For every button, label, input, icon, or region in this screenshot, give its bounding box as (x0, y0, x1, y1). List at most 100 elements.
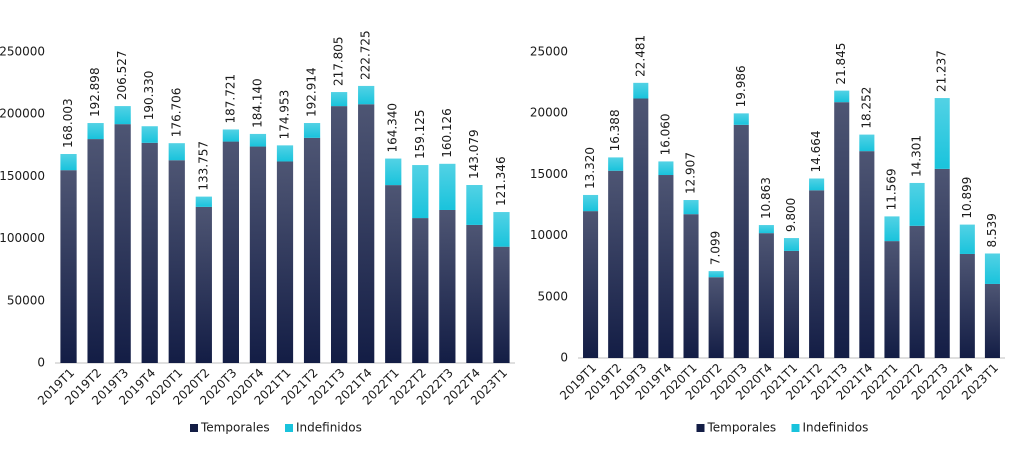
bar-segment (633, 82, 649, 99)
total-label: 143.079 (467, 129, 481, 179)
total-label: 18.252 (859, 87, 873, 129)
bar-segment (708, 271, 724, 278)
bar-segment (331, 92, 348, 107)
bar-segment (834, 102, 850, 359)
bar-segment (87, 139, 104, 363)
bar-segment (608, 157, 624, 171)
bar-segment (222, 129, 239, 142)
bar-segment (909, 225, 925, 358)
bar-segment (358, 104, 375, 364)
y-tick-label: 15000 (530, 167, 568, 181)
total-label: 168.003 (61, 98, 75, 148)
bar-segment (466, 185, 483, 225)
legend-label: Temporales (707, 421, 777, 435)
total-label: 174.953 (278, 90, 292, 140)
bar-segment (114, 124, 131, 363)
y-tick-label: 0 (37, 356, 45, 370)
bar-segment (439, 209, 456, 363)
bar-segment (884, 241, 900, 358)
legend-swatch (696, 424, 705, 432)
total-label: 16.060 (658, 113, 672, 155)
bar-segment (249, 133, 267, 147)
bar-segment (358, 85, 375, 105)
total-label: 159.125 (413, 109, 427, 159)
bar-segment (959, 253, 975, 358)
bar-segment (783, 250, 800, 358)
legend-label: Indefinidos (296, 421, 362, 435)
total-label: 121.346 (494, 156, 508, 206)
bar-segment (809, 190, 825, 358)
total-label: 22.481 (633, 35, 647, 77)
total-label: 187.721 (223, 74, 237, 124)
y-tick-label: 10000 (530, 228, 568, 242)
legend-swatch (190, 424, 198, 432)
bar-segment (249, 146, 267, 363)
bar-segment (331, 106, 348, 363)
total-label: 21.237 (935, 50, 949, 92)
total-label: 8.539 (985, 213, 999, 247)
bar-segment (934, 98, 950, 169)
y-tick-label: 200000 (0, 107, 45, 121)
bar-segment (658, 161, 674, 176)
bar-segment (276, 145, 294, 162)
bar-segment (959, 224, 975, 254)
bar-segment (222, 141, 239, 363)
bar-segment (412, 165, 429, 219)
bar-segment (733, 113, 749, 125)
bar-segment (884, 216, 900, 242)
bar-segment (733, 124, 749, 358)
total-label: 160.126 (440, 108, 454, 158)
bar-segment (493, 246, 510, 363)
bar-segment (493, 212, 510, 247)
total-label: 10.863 (759, 177, 773, 219)
y-tick-label: 20000 (530, 106, 568, 120)
bar-segment (834, 90, 850, 103)
bar-segment (195, 196, 212, 207)
y-tick-label: 100000 (0, 231, 45, 245)
bar-segment (708, 277, 724, 358)
bar-segment (633, 98, 649, 359)
bar-segment (114, 106, 131, 125)
bar-segment (303, 123, 321, 138)
bar-segment (385, 185, 402, 363)
bar-segment (783, 238, 800, 251)
bar-segment (859, 134, 875, 152)
y-tick-label: 0 (560, 351, 568, 365)
bar-segment (608, 170, 624, 358)
bar-segment (60, 154, 77, 171)
legend-swatch (285, 424, 293, 432)
bar-segment (385, 158, 402, 186)
total-label: 21.845 (834, 43, 848, 85)
total-label: 9.800 (784, 198, 798, 232)
bar-segment (934, 168, 950, 358)
y-tick-label: 25000 (530, 45, 568, 59)
bar-segment (168, 143, 185, 161)
total-label: 16.388 (608, 109, 622, 151)
total-label: 192.898 (88, 67, 102, 117)
total-label: 14.301 (910, 135, 924, 177)
total-label: 190.330 (142, 71, 156, 121)
total-label: 164.340 (386, 103, 400, 153)
bar-segment (168, 160, 185, 363)
bar-segment (466, 224, 483, 363)
total-label: 13.320 (583, 147, 597, 189)
bar-segment (583, 194, 599, 212)
legend-label: Indefinidos (803, 421, 869, 435)
y-tick-label: 5000 (537, 289, 568, 303)
bar-segment (984, 253, 1000, 284)
total-label: 217.805 (332, 36, 346, 86)
y-tick-label: 150000 (0, 169, 45, 183)
bar-segment (758, 233, 774, 358)
bar-segment (984, 283, 1000, 358)
bar-segment (683, 200, 699, 215)
bar-segment (195, 206, 212, 363)
y-tick-label: 250000 (0, 45, 45, 59)
bar-segment (276, 161, 294, 363)
total-label: 133.757 (196, 141, 210, 191)
total-label: 19.986 (734, 65, 748, 107)
y-tick-label: 50000 (7, 293, 45, 307)
bar-segment (141, 126, 158, 143)
total-label: 7.099 (709, 231, 723, 265)
total-label: 12.907 (684, 152, 698, 194)
